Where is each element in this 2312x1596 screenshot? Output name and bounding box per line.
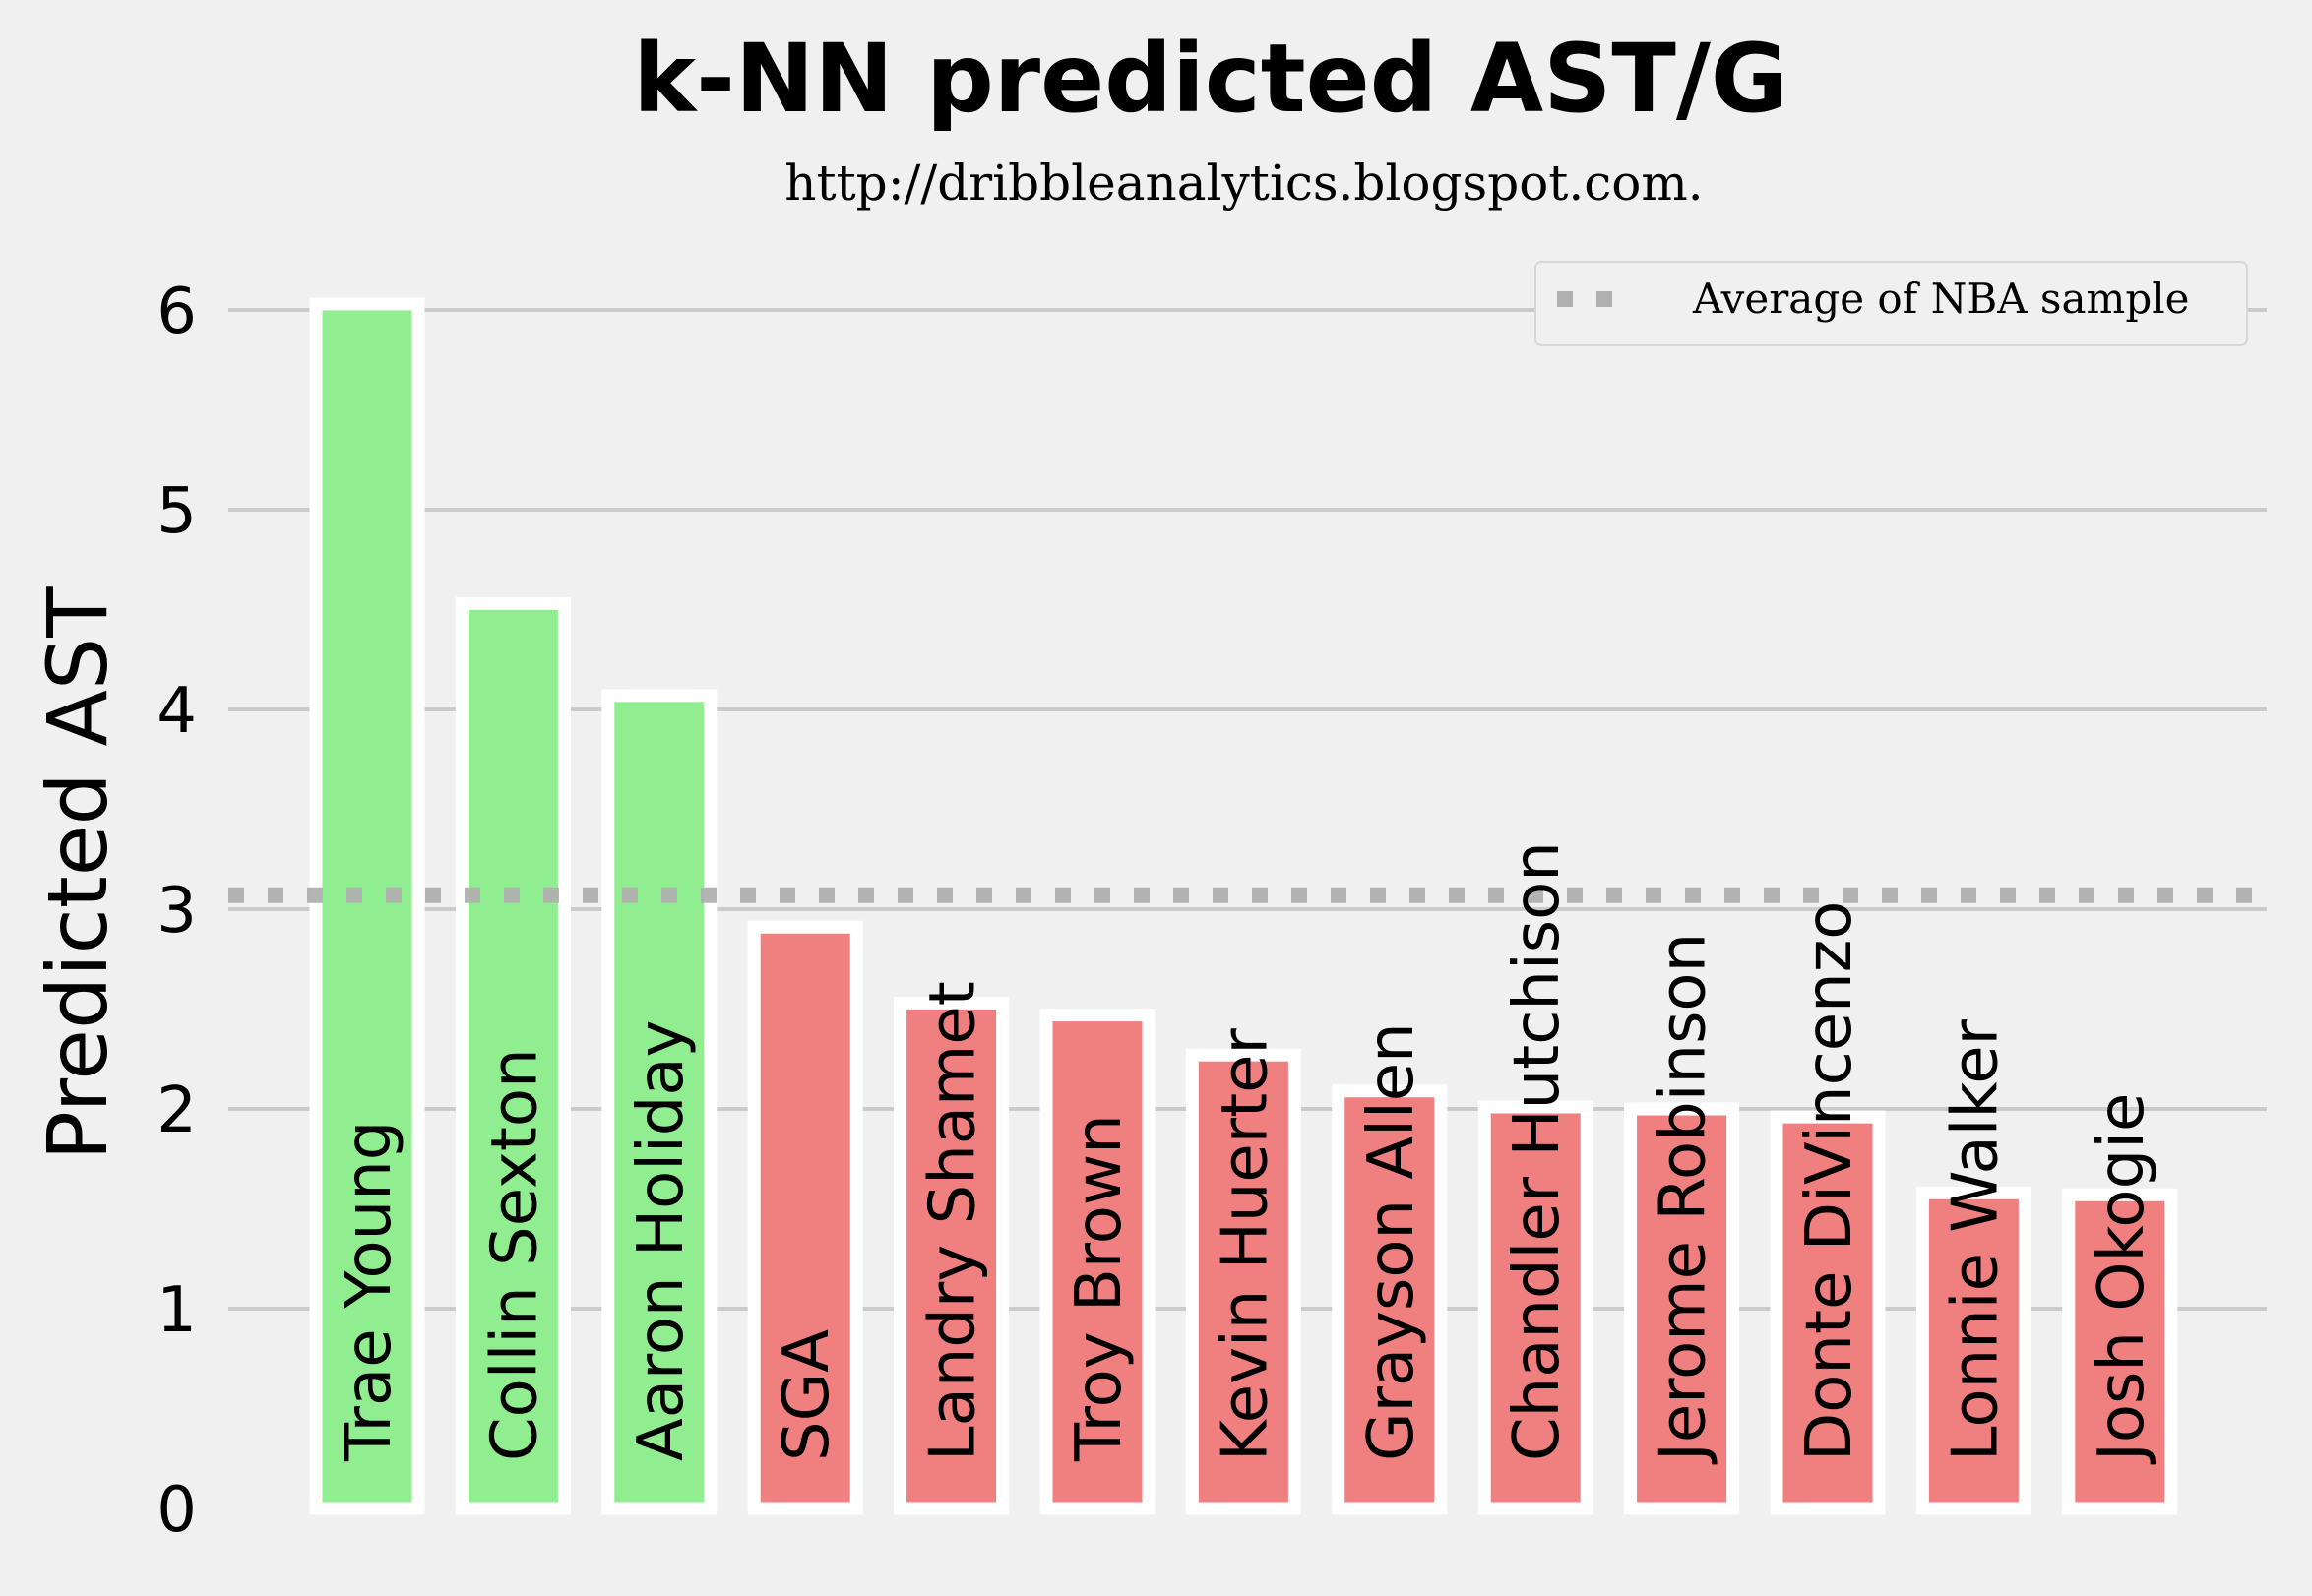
bar	[601, 689, 718, 1515]
chart-title: k-NN predicted AST/G	[633, 24, 1787, 134]
bar-label: Collin Sexton	[478, 1048, 551, 1461]
bar-label: Kevin Huerter	[1209, 1027, 1281, 1461]
bar-label: Donte DiVincenzo	[1793, 901, 1866, 1461]
bar	[1915, 1186, 2031, 1515]
bar	[1770, 1110, 1886, 1515]
y-tick-labels: 0 1 2 3 4 5 6	[156, 276, 197, 1547]
y-tick-label: 5	[156, 475, 197, 548]
legend-box	[1534, 261, 2248, 346]
bar-label: Josh Okogie	[2086, 1093, 2158, 1465]
y-axis-label: Predicted AST	[30, 586, 126, 1161]
y-tick-label: 1	[156, 1274, 197, 1347]
y-tick-label: 6	[156, 276, 197, 348]
bar	[747, 920, 863, 1515]
bar-label: Lonnie Walker	[1939, 1018, 2012, 1461]
bar	[2062, 1188, 2178, 1515]
bar	[1477, 1100, 1593, 1515]
bar	[1332, 1084, 1448, 1515]
bar-label: SGA	[771, 1329, 844, 1461]
bar	[1624, 1102, 1740, 1515]
chart-subtitle: http://dribbleanalytics.blogspot.com.	[784, 154, 1703, 212]
y-tick-label: 2	[156, 1074, 197, 1147]
bar	[894, 996, 1010, 1515]
bar-label: Troy Brown	[1063, 1114, 1136, 1462]
bar-label: Landry Shamet	[917, 981, 990, 1461]
bar-label: Chandler Hutchison	[1501, 841, 1574, 1461]
y-tick-label: 3	[156, 875, 197, 948]
bar-label: Trae Young	[333, 1121, 406, 1462]
bar-label: Grayson Allen	[1355, 1022, 1428, 1461]
bar	[1039, 1009, 1156, 1515]
legend-entry: Average of NBA sample	[1692, 275, 2190, 323]
bar-label: Aaron Holiday	[625, 1019, 698, 1461]
bar-label: Jerome Robinson	[1648, 933, 1720, 1465]
y-tick-label: 4	[156, 675, 197, 748]
bars	[309, 297, 2178, 1515]
legend: Average of NBA sample	[1534, 261, 2248, 346]
bar	[309, 297, 425, 1515]
y-tick-label: 0	[156, 1474, 197, 1547]
bar-labels: Trae Young Collin Sexton Aaron Holiday SGA L…	[333, 841, 2158, 1465]
bar	[455, 596, 571, 1515]
bar	[1185, 1048, 1301, 1515]
